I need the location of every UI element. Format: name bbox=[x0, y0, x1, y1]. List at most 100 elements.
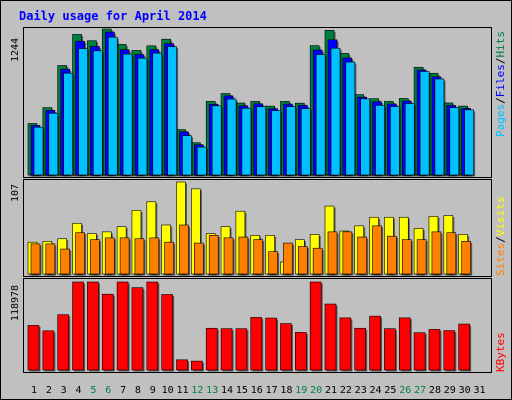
kbytes-bar bbox=[354, 327, 367, 371]
kbytes-bar bbox=[146, 281, 159, 371]
sites-bar bbox=[45, 243, 56, 275]
middle-panel bbox=[23, 179, 492, 277]
pages-bar bbox=[449, 107, 460, 176]
kbytes-bar bbox=[428, 329, 441, 371]
pages-bar bbox=[375, 105, 385, 176]
sites-bar bbox=[164, 241, 174, 275]
sites-bar bbox=[283, 242, 293, 275]
x-tick-label: 8 bbox=[135, 385, 141, 396]
kbytes-bar bbox=[458, 323, 470, 371]
sites-bar bbox=[179, 224, 189, 275]
legend-sep: / bbox=[494, 236, 507, 243]
x-tick-label: 12 bbox=[191, 385, 203, 396]
pages-bar bbox=[241, 108, 252, 176]
x-tick-label: 3 bbox=[61, 385, 67, 396]
sites-bar bbox=[342, 231, 353, 275]
kbytes-bar bbox=[57, 314, 70, 371]
pages-bar bbox=[300, 108, 311, 176]
bottom-ymax-label: 118978 bbox=[10, 285, 21, 321]
x-tick-label: 11 bbox=[176, 385, 188, 396]
kbytes-bar bbox=[205, 327, 218, 371]
pages-bar bbox=[345, 61, 356, 176]
pages-bar bbox=[78, 48, 88, 176]
pages-bar bbox=[93, 50, 103, 176]
sites-bar bbox=[431, 231, 442, 275]
kbytes-bar bbox=[369, 315, 381, 371]
kbytes-bar bbox=[176, 359, 188, 371]
kbytes-bar bbox=[87, 281, 99, 371]
sites-bar bbox=[268, 251, 278, 275]
sites-bar bbox=[223, 237, 234, 275]
sites-bar bbox=[372, 225, 382, 275]
pages-bar bbox=[107, 36, 118, 176]
pages-bar bbox=[256, 106, 267, 176]
kbytes-bar bbox=[339, 317, 352, 371]
kbytes-bar bbox=[250, 317, 263, 371]
sites-bar bbox=[312, 247, 323, 275]
x-tick-label: 13 bbox=[206, 385, 218, 396]
kbytes-bar bbox=[72, 281, 84, 371]
kbytes-bar bbox=[191, 360, 203, 371]
legend-files: Files bbox=[494, 64, 507, 97]
x-tick-label: 6 bbox=[105, 385, 111, 396]
sites-bar bbox=[194, 242, 204, 275]
x-tick-label: 23 bbox=[355, 385, 367, 396]
pages-bar bbox=[390, 106, 400, 176]
middle-legend: Sites/Visits bbox=[494, 197, 507, 277]
chart-title: Daily usage for April 2014 bbox=[19, 9, 207, 23]
kbytes-bar bbox=[265, 317, 277, 371]
bottom-legend: KBytes bbox=[494, 332, 507, 372]
kbytes-bar bbox=[235, 328, 248, 371]
pages-bar bbox=[464, 109, 474, 176]
x-tick-label: 9 bbox=[150, 385, 156, 396]
x-tick-label: 31 bbox=[473, 385, 485, 396]
x-tick-label: 19 bbox=[295, 385, 307, 396]
sites-bar bbox=[461, 241, 471, 275]
pages-bar bbox=[167, 46, 177, 176]
pages-bar bbox=[315, 54, 326, 176]
kbytes-bar bbox=[116, 281, 129, 371]
sites-bar bbox=[401, 239, 412, 275]
pages-bar bbox=[211, 105, 222, 176]
x-tick-label: 21 bbox=[325, 385, 337, 396]
kbytes-bar bbox=[443, 330, 456, 371]
pages-bar bbox=[434, 78, 445, 176]
pages-bar bbox=[33, 126, 44, 176]
kbytes-bar bbox=[27, 325, 40, 371]
legend-kbytes: KBytes bbox=[494, 332, 507, 372]
x-axis-labels: 1 2 3 4 5 6 7 8 9 10 11 12 13 14 15 16 17 18 19 20 21 22 23 24 2… bbox=[31, 385, 486, 396]
pages-bar bbox=[360, 98, 371, 176]
pages-bar bbox=[137, 57, 148, 176]
pages-bar bbox=[286, 106, 296, 176]
sites-bar bbox=[90, 239, 100, 275]
sites-bar bbox=[104, 237, 115, 275]
middle-ymax-label: 107 bbox=[10, 184, 21, 202]
pages-bar bbox=[152, 52, 163, 176]
sites-bar bbox=[119, 237, 130, 275]
sites-bar bbox=[253, 239, 264, 275]
sites-bar bbox=[208, 235, 219, 275]
x-tick-label: 2 bbox=[46, 385, 52, 396]
kbytes-bar bbox=[161, 294, 173, 371]
sites-bar bbox=[327, 231, 338, 275]
x-tick-label: 5 bbox=[90, 385, 96, 396]
pages-bar bbox=[63, 72, 74, 176]
kbytes-bar bbox=[42, 330, 55, 371]
pages-bar bbox=[419, 71, 430, 176]
sites-bar bbox=[416, 239, 427, 275]
legend-pages: Pages bbox=[494, 104, 507, 137]
sites-bar bbox=[297, 246, 308, 275]
x-tick-label: 4 bbox=[76, 385, 82, 396]
pages-bar bbox=[122, 53, 133, 176]
pages-bar bbox=[48, 112, 59, 176]
legend-sep: / bbox=[494, 97, 507, 104]
sites-bar bbox=[149, 237, 160, 275]
top-legend: Pages/Files/Hits bbox=[494, 31, 507, 137]
x-tick-label: 18 bbox=[280, 385, 292, 396]
legend-hits: Hits bbox=[494, 31, 507, 58]
sites-bar bbox=[446, 232, 457, 275]
sites-bar bbox=[75, 232, 85, 275]
kbytes-bar bbox=[220, 328, 233, 371]
sites-bar bbox=[134, 238, 145, 275]
